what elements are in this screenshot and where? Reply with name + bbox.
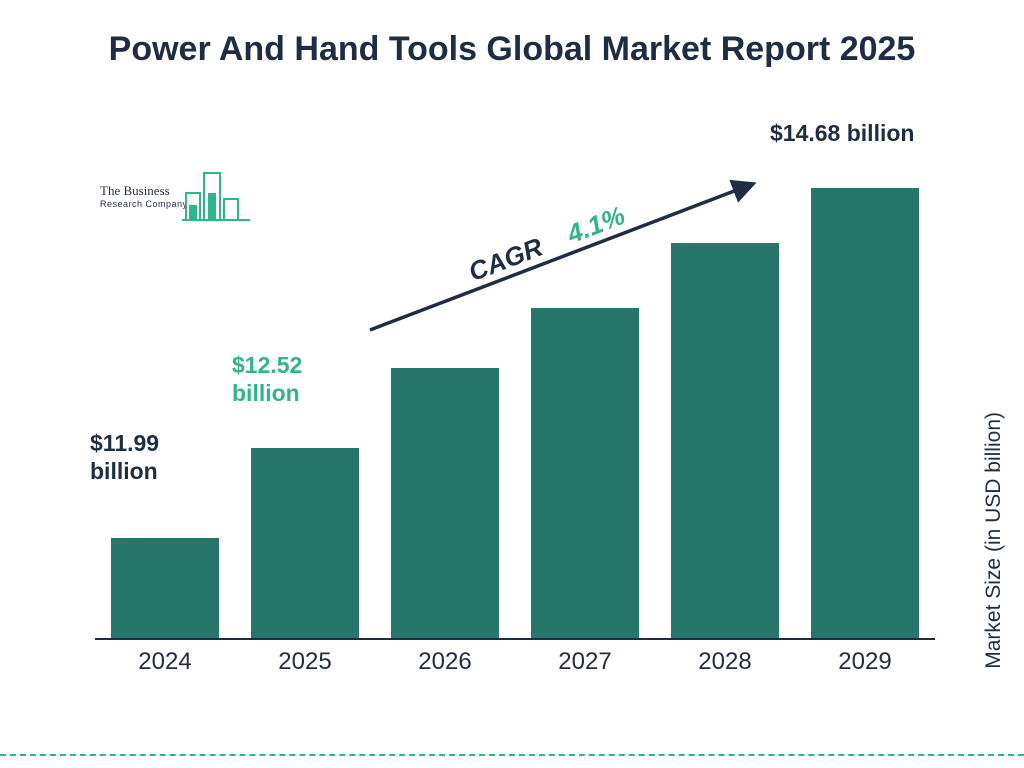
x-axis-labels: 202420252026202720282029 [95,644,935,680]
x-axis-baseline [95,638,935,640]
bar [111,538,219,638]
y-axis-label: Market Size (in USD billion) [982,412,1006,669]
x-axis-tick-label: 2029 [795,644,935,676]
x-axis-tick-label: 2025 [235,644,375,676]
x-axis-tick-label: 2026 [375,644,515,676]
bar-value-label: $11.99billion [90,430,159,485]
bar [531,308,639,638]
bar-slot [375,368,515,638]
bar [811,188,919,638]
cagr-annotation: CAGR 4.1% [380,180,780,340]
bar-slot [95,538,235,638]
footer-dashed-line [0,754,1024,756]
bar [251,448,359,638]
bar-value-label: $12.52billion [232,352,302,407]
growth-arrow-icon [380,180,780,340]
bar [391,368,499,638]
bar-slot [795,188,935,638]
bar-value-label: $14.68 billion [770,120,914,148]
bar-slot [235,448,375,638]
x-axis-tick-label: 2027 [515,644,655,676]
chart-title: Power And Hand Tools Global Market Repor… [0,28,1024,71]
x-axis-tick-label: 2028 [655,644,795,676]
bar-slot [515,308,655,638]
x-axis-tick-label: 2024 [95,644,235,676]
